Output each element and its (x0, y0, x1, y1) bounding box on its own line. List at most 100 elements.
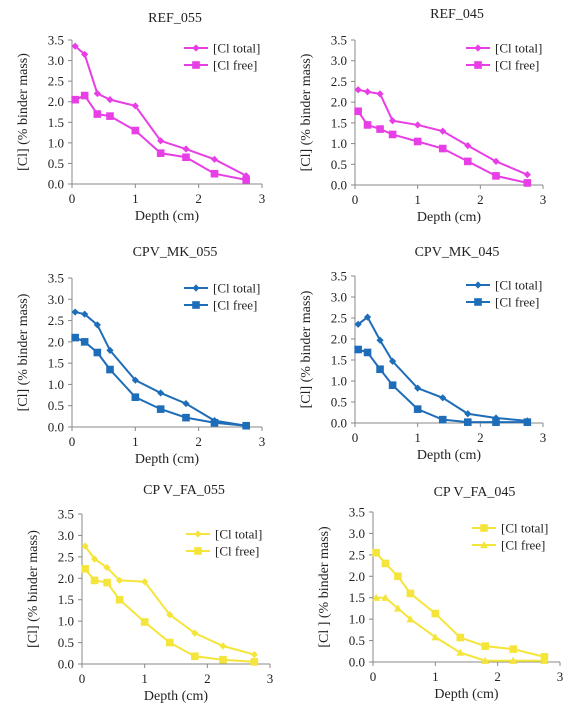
chart-panel-6: CP V_FA_045 0.0 0.5 1.0 1.5 2.0 2.5 3.0 3.5 0 1 2 3 D… (317, 485, 563, 702)
y-tick-label: 0.0 (349, 655, 365, 670)
y-tick-label: 3.5 (349, 505, 365, 520)
data-point (492, 418, 500, 426)
data-point (106, 112, 114, 120)
legend-swatch-marker (474, 61, 482, 69)
legend-label: [Cl free] (215, 544, 259, 559)
y-tick-label: 0.0 (331, 178, 347, 193)
series-cl-free (81, 565, 259, 666)
x-tick-label: 1 (141, 671, 148, 686)
data-point (509, 645, 518, 653)
x-tick-label: 0 (352, 192, 359, 207)
data-point (106, 365, 114, 374)
y-tick-label: 0.5 (58, 635, 74, 650)
y-tick-label: 0.0 (48, 420, 64, 435)
y-tick-label: 0.5 (48, 156, 64, 171)
data-point (438, 144, 447, 153)
x-axis-label: Depth (cm) (135, 452, 199, 467)
data-point (141, 578, 149, 586)
data-point (376, 125, 384, 133)
x-tick-label: 1 (432, 669, 439, 684)
y-tick-label: 1.0 (331, 374, 347, 389)
legend-swatch-marker (480, 541, 488, 549)
series-cl-free (354, 107, 532, 187)
legend-label: [Cl total] (213, 281, 260, 296)
legend-swatch-marker (474, 298, 482, 306)
legend-entry: [Cl total] (184, 281, 260, 296)
y-tick-label: 2.0 (331, 95, 347, 110)
x-tick-label: 0 (79, 671, 86, 686)
y-tick-label: 1.0 (349, 612, 365, 627)
series-cl-free (71, 333, 250, 430)
y-tick-label: 2.0 (48, 334, 64, 349)
data-point (106, 346, 114, 354)
legend-label: [Cl free] (501, 538, 545, 553)
y-tick-label: 0.0 (48, 177, 64, 192)
data-point (372, 548, 380, 557)
data-point (523, 171, 531, 179)
data-point (376, 336, 384, 344)
x-tick-label: 2 (494, 669, 501, 684)
y-tick-label: 1.5 (331, 353, 347, 368)
data-point (182, 413, 190, 422)
data-point (242, 421, 250, 430)
data-point (103, 563, 111, 572)
data-point (156, 149, 165, 157)
data-point (413, 137, 422, 146)
chart-title: CPV_MK_055 (133, 245, 218, 260)
legend-label: [Cl total] (213, 41, 260, 56)
x-axis-label: Depth (cm) (434, 687, 498, 702)
x-tick-label: 2 (477, 192, 484, 207)
data-point (406, 589, 415, 598)
x-tick-label: 2 (204, 671, 211, 686)
data-point (393, 604, 402, 612)
data-point (219, 655, 227, 664)
x-axis-label: Depth (cm) (144, 689, 208, 704)
legend-label: [Cl free] (213, 298, 257, 313)
y-tick-label: 2.5 (331, 311, 347, 326)
y-axis-label: [Cl] (% binder mass) (299, 53, 314, 171)
legend-entry: [Cl free] (472, 538, 545, 553)
chart-panel-4: CPV_MK_045 0.0 0.5 1.0 1.5 2.0 2.5 3.0 3.5 0 1 2 3 De… (299, 245, 546, 463)
x-tick-label: 3 (259, 434, 266, 449)
legend-entry: [Cl free] (184, 298, 257, 313)
y-tick-label: 2.0 (58, 571, 74, 586)
y-tick-label: 1.5 (58, 592, 74, 607)
series-cl-total (354, 86, 531, 179)
data-point (210, 169, 219, 178)
data-point (71, 95, 79, 104)
y-tick-label: 1.0 (48, 377, 64, 392)
y-tick-label: 3.0 (331, 290, 347, 305)
data-point (438, 415, 447, 424)
data-point (381, 593, 390, 601)
data-point (250, 658, 259, 666)
data-point (376, 90, 384, 98)
y-tick-label: 0.0 (331, 416, 347, 431)
y-tick-label: 2.5 (48, 313, 64, 328)
data-point (413, 405, 422, 413)
data-point (81, 565, 89, 573)
series-line (357, 348, 528, 424)
legend-label: [Cl total] (495, 41, 542, 56)
y-tick-label: 1.0 (48, 135, 64, 150)
legend-label: [Cl total] (215, 527, 262, 542)
data-point (81, 310, 89, 318)
legend-entry: [Cl total] (466, 278, 542, 293)
chart-title: CPV_MK_045 (415, 245, 500, 260)
y-tick-label: 1.5 (48, 356, 64, 371)
data-point (439, 127, 447, 135)
series-cl-free (354, 345, 532, 426)
series-cl-total (372, 548, 549, 661)
data-point (414, 121, 422, 129)
chart-panel-1: REF_055 0.0 0.5 1.0 1.5 2.0 2.5 3.0 3.5 0 1 2 3 Depth… (16, 11, 265, 224)
data-point (389, 117, 397, 125)
data-point (115, 595, 124, 604)
data-point (523, 179, 532, 187)
data-point (464, 410, 472, 418)
legend-swatch-marker (474, 281, 482, 289)
y-tick-label: 3.5 (48, 33, 64, 48)
x-tick-label: 3 (267, 671, 274, 686)
chart-title: REF_055 (148, 11, 202, 26)
y-axis-label: [Cl ] (% binder mass) (317, 526, 332, 648)
series-cl-free (71, 91, 250, 184)
legend-entry: [Cl free] (184, 58, 257, 73)
